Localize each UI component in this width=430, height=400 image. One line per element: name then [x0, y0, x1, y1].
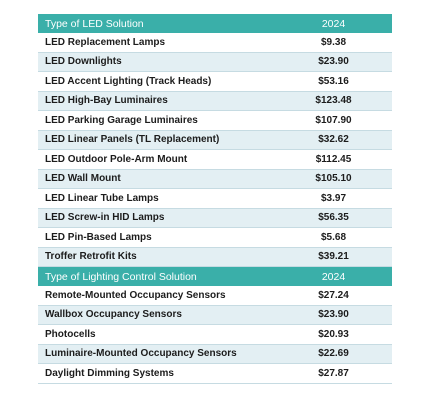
solution-name: LED Wall Mount	[38, 169, 275, 189]
solution-price: $3.97	[275, 188, 392, 209]
table-row: LED Downlights $23.90	[38, 52, 392, 72]
solution-name: LED Linear Tube Lamps	[38, 188, 275, 209]
table-row: Luminaire-Mounted Occupancy Sensors $22.6…	[38, 344, 392, 364]
table-row: LED Pin-Based Lamps $5.68	[38, 227, 392, 248]
table-row: Troffer Retrofit Kits $39.21	[38, 247, 392, 267]
solution-name: LED Accent Lighting (Track Heads)	[38, 71, 275, 92]
solution-price: $105.10	[275, 169, 392, 189]
table-row: LED Parking Garage Luminaires $107.90	[38, 110, 392, 131]
solution-price: $22.69	[275, 344, 392, 364]
table-row: LED Linear Tube Lamps $3.97	[38, 188, 392, 209]
solution-price: $39.21	[275, 247, 392, 267]
table-row: Photocells $20.93	[38, 324, 392, 345]
price-table-container: Type of LED Solution 2024 LED Replacement …	[38, 14, 392, 384]
section-header-label: Type of Lighting Control Solution	[38, 266, 275, 286]
section-header-label: Type of LED Solution	[38, 14, 275, 33]
solution-price: $112.45	[275, 149, 392, 170]
table-row: Daylight Dimming Systems $27.87	[38, 363, 392, 384]
solution-name: LED Screw-in HID Lamps	[38, 208, 275, 228]
table-row: LED Replacement Lamps $9.38	[38, 33, 392, 53]
table-row: LED Accent Lighting (Track Heads) $53.16	[38, 71, 392, 92]
section-header-year: 2024	[275, 266, 392, 286]
solution-price: $56.35	[275, 208, 392, 228]
solution-name: Troffer Retrofit Kits	[38, 247, 275, 267]
table-row: LED Linear Panels (TL Replacement) $32.62	[38, 130, 392, 150]
table-row: LED High-Bay Luminaires $123.48	[38, 91, 392, 111]
solution-price: $123.48	[275, 91, 392, 111]
price-table-body: Type of LED Solution 2024 LED Replacement …	[38, 14, 392, 384]
solution-name: LED Linear Panels (TL Replacement)	[38, 130, 275, 150]
solution-name: Wallbox Occupancy Sensors	[38, 305, 275, 325]
solution-price: $5.68	[275, 227, 392, 248]
solution-price: $23.90	[275, 305, 392, 325]
table-row: Wallbox Occupancy Sensors $23.90	[38, 305, 392, 325]
solution-price: $20.93	[275, 324, 392, 345]
solution-price: $32.62	[275, 130, 392, 150]
solution-price: $27.24	[275, 286, 392, 306]
table-row: LED Outdoor Pole-Arm Mount $112.45	[38, 149, 392, 170]
solution-price: $9.38	[275, 33, 392, 53]
table-row: LED Screw-in HID Lamps $56.35	[38, 208, 392, 228]
solution-price: $53.16	[275, 71, 392, 92]
table-row: Remote-Mounted Occupancy Sensors $27.24	[38, 286, 392, 306]
solution-name: LED Downlights	[38, 52, 275, 72]
solution-name: Remote-Mounted Occupancy Sensors	[38, 286, 275, 306]
solution-name: Photocells	[38, 324, 275, 345]
solution-name: LED Outdoor Pole-Arm Mount	[38, 149, 275, 170]
solution-name: Luminaire-Mounted Occupancy Sensors	[38, 344, 275, 364]
table-row: LED Wall Mount $105.10	[38, 169, 392, 189]
solution-price: $27.87	[275, 363, 392, 384]
solution-name: LED Pin-Based Lamps	[38, 227, 275, 248]
section-header-row: Type of Lighting Control Solution 2024	[38, 266, 392, 286]
solution-name: LED Parking Garage Luminaires	[38, 110, 275, 131]
solution-name: LED Replacement Lamps	[38, 33, 275, 53]
solution-price: $107.90	[275, 110, 392, 131]
solution-name: Daylight Dimming Systems	[38, 363, 275, 384]
section-header-year: 2024	[275, 14, 392, 33]
solution-name: LED High-Bay Luminaires	[38, 91, 275, 111]
solution-price: $23.90	[275, 52, 392, 72]
price-table: Type of LED Solution 2024 LED Replacement …	[38, 14, 392, 384]
section-header-row: Type of LED Solution 2024	[38, 14, 392, 33]
